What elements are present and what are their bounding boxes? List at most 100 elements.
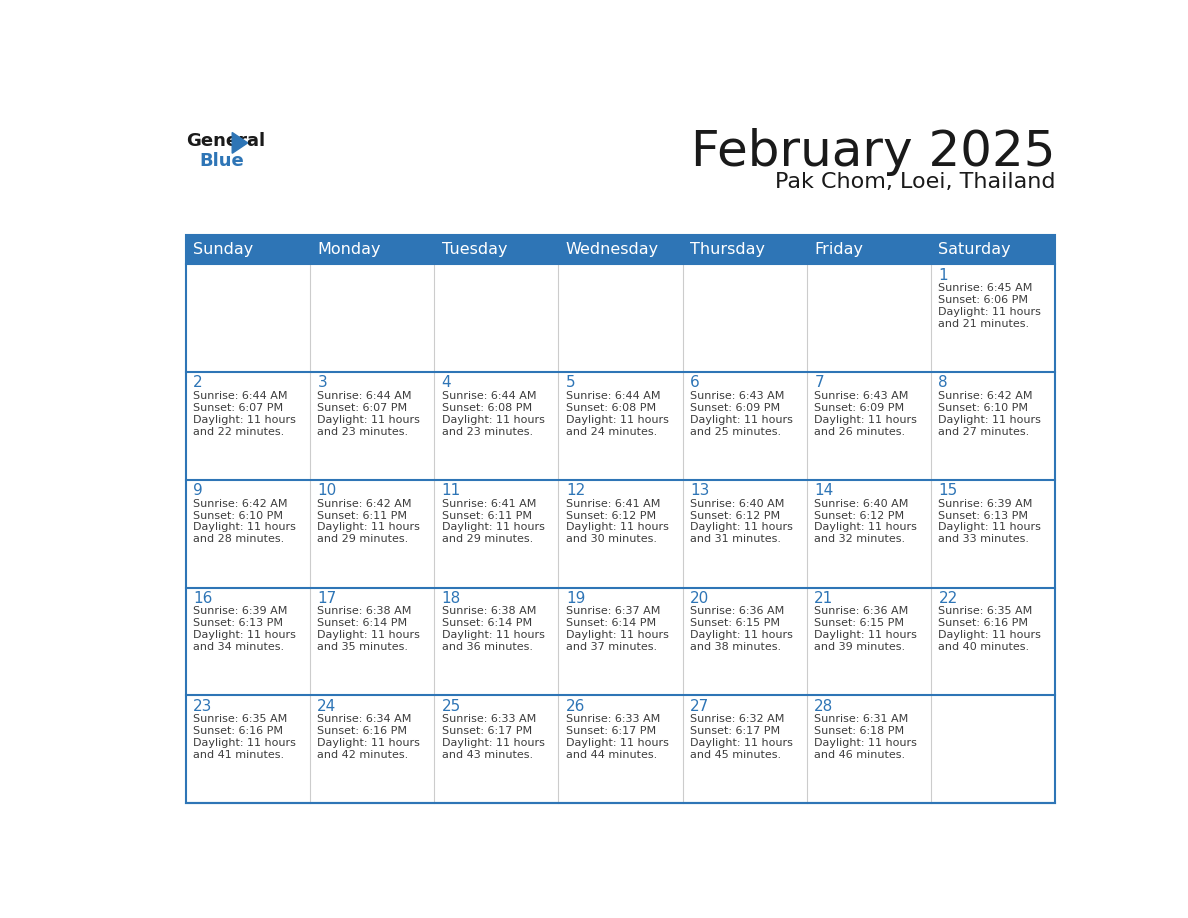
Text: Daylight: 11 hours: Daylight: 11 hours (939, 522, 1042, 532)
Text: 28: 28 (814, 699, 834, 714)
Text: Daylight: 11 hours: Daylight: 11 hours (939, 307, 1042, 317)
Text: and 23 minutes.: and 23 minutes. (442, 427, 532, 437)
Text: Sunrise: 6:44 AM: Sunrise: 6:44 AM (565, 391, 661, 401)
Bar (807, 480, 931, 588)
Bar (807, 588, 931, 695)
Text: and 33 minutes.: and 33 minutes. (939, 534, 1030, 544)
Bar (931, 588, 1055, 695)
Text: Daylight: 11 hours: Daylight: 11 hours (565, 415, 669, 425)
Text: 3: 3 (317, 375, 327, 390)
Bar (683, 264, 807, 372)
Text: Sunset: 6:06 PM: Sunset: 6:06 PM (939, 295, 1029, 305)
Text: 2: 2 (194, 375, 203, 390)
Text: Sunset: 6:07 PM: Sunset: 6:07 PM (317, 403, 407, 413)
Text: and 25 minutes.: and 25 minutes. (690, 427, 782, 437)
Text: 27: 27 (690, 699, 709, 714)
Text: Sunset: 6:09 PM: Sunset: 6:09 PM (690, 403, 781, 413)
Text: Sunrise: 6:41 AM: Sunrise: 6:41 AM (565, 498, 661, 509)
Text: and 41 minutes.: and 41 minutes. (194, 750, 284, 760)
Bar (931, 235, 1055, 264)
Bar (558, 695, 683, 803)
Text: Sunrise: 6:34 AM: Sunrise: 6:34 AM (317, 714, 412, 724)
Text: Pak Chom, Loei, Thailand: Pak Chom, Loei, Thailand (775, 172, 1055, 192)
Text: and 37 minutes.: and 37 minutes. (565, 643, 657, 652)
Text: Sunrise: 6:42 AM: Sunrise: 6:42 AM (194, 498, 287, 509)
Text: 1: 1 (939, 268, 948, 283)
Text: 6: 6 (690, 375, 700, 390)
Text: Sunrise: 6:44 AM: Sunrise: 6:44 AM (442, 391, 536, 401)
Text: 24: 24 (317, 699, 336, 714)
Bar (185, 372, 310, 480)
Text: Sunset: 6:12 PM: Sunset: 6:12 PM (814, 510, 904, 521)
Bar (807, 695, 931, 803)
Bar (434, 480, 558, 588)
Text: and 22 minutes.: and 22 minutes. (194, 427, 284, 437)
Text: and 46 minutes.: and 46 minutes. (814, 750, 905, 760)
Text: Sunset: 6:17 PM: Sunset: 6:17 PM (442, 726, 532, 736)
Text: General: General (185, 131, 265, 150)
Bar (185, 480, 310, 588)
Text: 15: 15 (939, 483, 958, 498)
Text: Daylight: 11 hours: Daylight: 11 hours (565, 631, 669, 640)
Bar (434, 372, 558, 480)
Text: Daylight: 11 hours: Daylight: 11 hours (442, 631, 544, 640)
Bar (558, 264, 683, 372)
Text: Sunrise: 6:38 AM: Sunrise: 6:38 AM (317, 607, 412, 616)
Text: Daylight: 11 hours: Daylight: 11 hours (317, 415, 421, 425)
Text: and 36 minutes.: and 36 minutes. (442, 643, 532, 652)
Text: 5: 5 (565, 375, 575, 390)
Text: Sunrise: 6:32 AM: Sunrise: 6:32 AM (690, 714, 784, 724)
Text: 9: 9 (194, 483, 203, 498)
Text: Daylight: 11 hours: Daylight: 11 hours (442, 522, 544, 532)
Text: Sunset: 6:17 PM: Sunset: 6:17 PM (690, 726, 781, 736)
Bar (185, 588, 310, 695)
Bar (807, 372, 931, 480)
Text: 21: 21 (814, 591, 834, 606)
Text: Thursday: Thursday (690, 242, 765, 257)
Text: Sunrise: 6:37 AM: Sunrise: 6:37 AM (565, 607, 661, 616)
Text: Daylight: 11 hours: Daylight: 11 hours (939, 415, 1042, 425)
Text: and 30 minutes.: and 30 minutes. (565, 534, 657, 544)
Text: and 31 minutes.: and 31 minutes. (690, 534, 781, 544)
Text: Daylight: 11 hours: Daylight: 11 hours (814, 738, 917, 748)
Text: Sunrise: 6:36 AM: Sunrise: 6:36 AM (690, 607, 784, 616)
Text: 8: 8 (939, 375, 948, 390)
Text: Sunset: 6:08 PM: Sunset: 6:08 PM (565, 403, 656, 413)
Text: and 29 minutes.: and 29 minutes. (317, 534, 409, 544)
Bar (434, 588, 558, 695)
Text: Daylight: 11 hours: Daylight: 11 hours (194, 415, 296, 425)
Text: February 2025: February 2025 (690, 128, 1055, 176)
Text: Sunrise: 6:40 AM: Sunrise: 6:40 AM (814, 498, 909, 509)
Text: and 27 minutes.: and 27 minutes. (939, 427, 1030, 437)
Text: 12: 12 (565, 483, 584, 498)
Text: 7: 7 (814, 375, 824, 390)
Text: Sunset: 6:14 PM: Sunset: 6:14 PM (442, 619, 532, 628)
Text: and 28 minutes.: and 28 minutes. (194, 534, 284, 544)
Bar (558, 588, 683, 695)
Text: and 40 minutes.: and 40 minutes. (939, 643, 1030, 652)
Text: Daylight: 11 hours: Daylight: 11 hours (317, 522, 421, 532)
Text: Daylight: 11 hours: Daylight: 11 hours (565, 522, 669, 532)
Text: and 45 minutes.: and 45 minutes. (690, 750, 782, 760)
Text: Sunrise: 6:44 AM: Sunrise: 6:44 AM (317, 391, 412, 401)
Text: and 39 minutes.: and 39 minutes. (814, 643, 905, 652)
Bar (807, 264, 931, 372)
Text: 25: 25 (442, 699, 461, 714)
Text: Sunrise: 6:44 AM: Sunrise: 6:44 AM (194, 391, 287, 401)
Text: 19: 19 (565, 591, 586, 606)
Text: and 34 minutes.: and 34 minutes. (194, 643, 284, 652)
Bar (185, 235, 1055, 803)
Text: Sunset: 6:13 PM: Sunset: 6:13 PM (194, 619, 283, 628)
Text: Monday: Monday (317, 242, 381, 257)
Text: Daylight: 11 hours: Daylight: 11 hours (690, 738, 792, 748)
Bar (310, 588, 434, 695)
Text: Daylight: 11 hours: Daylight: 11 hours (814, 415, 917, 425)
Bar (931, 480, 1055, 588)
Text: Daylight: 11 hours: Daylight: 11 hours (194, 631, 296, 640)
Bar (931, 695, 1055, 803)
Bar (558, 480, 683, 588)
Text: and 44 minutes.: and 44 minutes. (565, 750, 657, 760)
Text: and 42 minutes.: and 42 minutes. (317, 750, 409, 760)
Text: and 23 minutes.: and 23 minutes. (317, 427, 409, 437)
Text: Sunrise: 6:43 AM: Sunrise: 6:43 AM (814, 391, 909, 401)
